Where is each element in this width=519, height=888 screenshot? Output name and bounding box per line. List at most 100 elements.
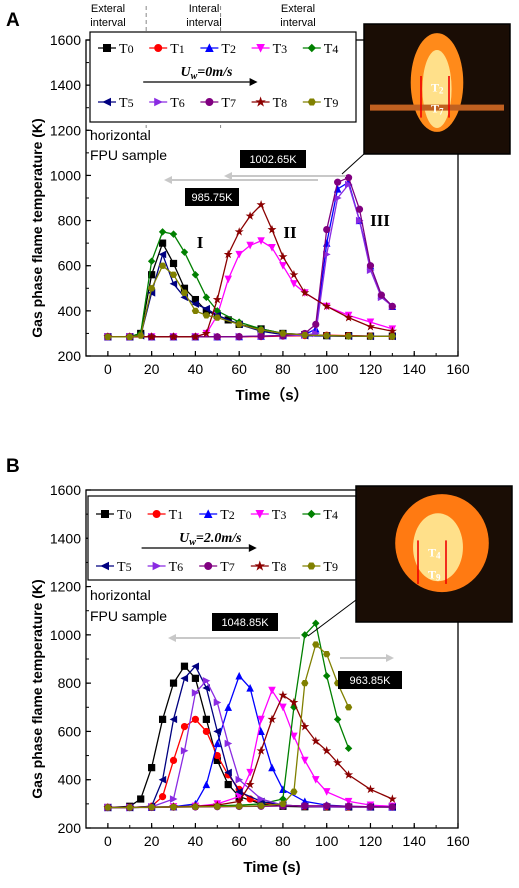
- data-point-T7: [377, 291, 386, 299]
- data-point-T8: [223, 249, 233, 259]
- data-point-T7: [355, 205, 364, 213]
- x-tick-label: 60: [231, 833, 247, 849]
- data-point-T5: [169, 279, 178, 288]
- data-point-T9: [126, 804, 134, 811]
- legend-marker-T3: [255, 510, 265, 519]
- data-point-T9: [235, 321, 243, 328]
- data-point-T7: [301, 802, 309, 810]
- callout-arrow-head: [386, 654, 394, 662]
- data-point-T6: [202, 676, 211, 685]
- callout-arrow-head: [224, 172, 232, 180]
- data-point-T0: [224, 780, 232, 789]
- legend-marker-T6: [154, 97, 163, 107]
- data-point-T4: [202, 293, 211, 302]
- data-point-T9: [147, 285, 156, 292]
- data-point-T9: [290, 788, 298, 795]
- data-point-T6: [191, 689, 200, 697]
- data-point-T9: [279, 800, 287, 808]
- data-point-T8: [387, 326, 397, 335]
- data-point-T9: [213, 314, 221, 321]
- data-point-T0: [180, 662, 189, 670]
- data-point-T3: [290, 280, 298, 288]
- legend-label-T5: T5: [119, 96, 134, 111]
- data-point-T1: [202, 727, 210, 736]
- data-point-T9: [180, 289, 189, 297]
- data-point-T7: [344, 802, 353, 810]
- interval-label: interval: [90, 17, 125, 29]
- legend-label-T1: T1: [169, 508, 184, 523]
- data-point-T7: [312, 320, 320, 329]
- data-point-T1: [180, 722, 189, 731]
- y-tick-label: 1000: [50, 167, 81, 183]
- sample-note-line1: horizontal: [90, 587, 151, 603]
- data-point-T9: [104, 804, 112, 811]
- y-tick-label: 1400: [50, 77, 81, 93]
- legend-label-T8: T8: [272, 560, 287, 575]
- data-point-T6: [235, 775, 244, 784]
- y-tick-label: 1600: [50, 482, 81, 498]
- chart-panel-a: 0 20 40 60 80 100 120 140 160 200 400 600 800 1000 120…: [29, 3, 511, 404]
- x-tick-label: 100: [315, 833, 339, 849]
- data-point-T9: [202, 312, 211, 319]
- data-point-T5: [169, 715, 178, 724]
- legend-marker-T6: [152, 561, 162, 571]
- data-point-T9: [169, 803, 178, 811]
- x-tick-label: 80: [275, 833, 291, 849]
- data-point-T8: [212, 294, 222, 304]
- data-point-T9: [344, 704, 353, 711]
- legend-marker-T8: [254, 560, 266, 571]
- data-point-T9: [169, 271, 178, 278]
- annotation-1048-box: [212, 613, 278, 631]
- data-point-T8: [387, 794, 397, 803]
- data-point-T1: [191, 715, 200, 723]
- legend-label-T8: T8: [273, 96, 288, 111]
- y-tick-label: 400: [58, 772, 82, 788]
- x-axis-label: Time（s）: [235, 386, 308, 404]
- annotation-1002-box: [240, 150, 306, 168]
- annotation-985: 985.75K: [192, 192, 234, 204]
- data-point-T6: [355, 216, 364, 225]
- legend-label-T9: T9: [324, 96, 339, 111]
- stage-label-II: II: [283, 223, 297, 242]
- data-point-T8: [344, 312, 354, 322]
- legend-label-T3: T3: [272, 508, 287, 523]
- data-point-T9: [279, 330, 287, 337]
- x-tick-label: 160: [446, 833, 470, 849]
- data-point-T9: [388, 333, 397, 340]
- legend-marker-T1: [154, 44, 163, 52]
- data-point-T9: [147, 804, 156, 811]
- data-point-T7: [323, 226, 331, 234]
- x-tick-label: 20: [144, 361, 160, 377]
- data-point-T4: [180, 248, 189, 256]
- data-point-T8: [344, 770, 354, 779]
- interval-label: Interal: [189, 3, 220, 15]
- data-point-T8: [333, 758, 343, 767]
- data-point-T8: [256, 745, 266, 755]
- data-point-T5: [158, 775, 167, 784]
- data-point-T8: [234, 227, 244, 236]
- data-point-T2: [213, 739, 222, 748]
- x-tick-label: 140: [403, 361, 427, 377]
- data-point-T9: [137, 332, 145, 339]
- legend-label-T9: T9: [323, 560, 338, 575]
- data-point-T4: [312, 619, 320, 627]
- data-point-T8: [365, 784, 376, 794]
- data-point-T7: [366, 262, 375, 270]
- y-tick-label: 1200: [50, 122, 81, 138]
- y-tick-label: 800: [58, 675, 82, 691]
- callout-arrow-head: [168, 634, 176, 642]
- data-point-T8: [365, 321, 376, 331]
- photo-leader: [341, 153, 365, 175]
- annotation-985-box: [185, 188, 239, 206]
- stage-label-I: I: [197, 233, 204, 252]
- sample-note-line1: horizontal: [90, 127, 151, 143]
- photo-leader: [307, 599, 357, 637]
- x-tick-label: 100: [315, 361, 339, 377]
- panel-label-a: A: [6, 10, 20, 31]
- legend-marker-T9: [307, 98, 316, 106]
- data-point-T8: [267, 714, 277, 724]
- legend-marker-T4: [307, 509, 316, 519]
- legend-marker-T1: [152, 510, 161, 518]
- data-point-T8: [190, 332, 200, 341]
- data-point-T0: [148, 764, 156, 772]
